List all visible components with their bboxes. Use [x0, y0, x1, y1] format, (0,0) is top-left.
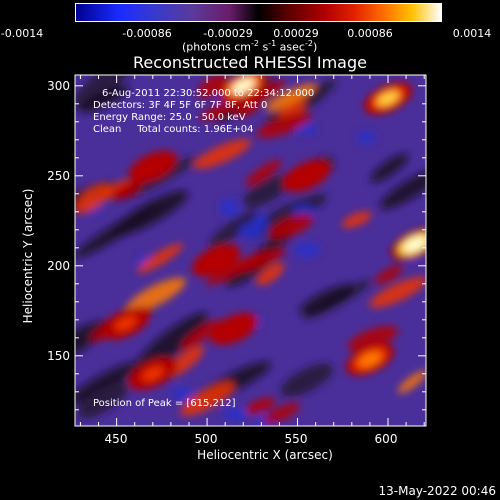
chart-title: Reconstructed RHESSI Image: [133, 53, 367, 72]
dark-streak: [370, 153, 409, 183]
colorbar-tick-5: 0.00086: [347, 27, 393, 40]
bright-source: [114, 316, 137, 331]
blue-dip: [238, 222, 264, 239]
blue-dip: [294, 242, 320, 258]
dark-streak: [132, 312, 208, 376]
bright-source: [295, 168, 318, 184]
emission-filament: [197, 75, 227, 99]
bright-source: [223, 321, 246, 337]
emission-filament: [374, 265, 403, 284]
dark-streak: [299, 284, 354, 315]
blue-dip: [223, 407, 249, 422]
dark-streak: [243, 174, 291, 208]
plot-frame: [74, 74, 427, 427]
emission-filament: [193, 139, 251, 169]
emission-filament: [256, 112, 312, 139]
bright-source: [205, 253, 228, 268]
y-tick-250: 250: [47, 169, 70, 183]
emission-filament: [180, 319, 221, 350]
clean-text: Clean Total counts: 1.96E+04: [93, 124, 254, 135]
emission-filament: [268, 213, 314, 239]
dark-streak: [75, 320, 110, 361]
emission-filament: [234, 248, 286, 273]
y-tick-200: 200: [47, 259, 70, 273]
bright-source: [141, 159, 164, 175]
dark-streak: [208, 210, 258, 248]
bright-source: [141, 366, 164, 382]
x-tick-550: 550: [284, 432, 308, 446]
colorbar-unit: (photons cm-2 s-1 asec-2): [182, 39, 318, 54]
blue-dip: [171, 387, 193, 401]
emission-filament: [278, 100, 307, 120]
x-tick-600: 600: [374, 432, 398, 446]
emission-filament: [256, 262, 285, 286]
emission-filament: [111, 181, 143, 200]
dark-streak: [75, 362, 138, 405]
emission-filament: [180, 381, 235, 416]
bright-source: [404, 236, 426, 252]
dark-streak: [78, 85, 130, 113]
bright-source: [232, 78, 255, 94]
emission-filament: [245, 397, 276, 415]
dark-streak: [112, 190, 189, 236]
bright-source: [359, 352, 381, 367]
peak-position-text: Position of Peak = [615,212]: [93, 398, 236, 409]
y-tick-150: 150: [47, 349, 70, 363]
emission-filament: [245, 159, 282, 187]
x-tick-450: 450: [104, 432, 128, 446]
x-axis-label: Heliocentric X (arcsec): [197, 448, 333, 462]
dark-streak: [280, 363, 333, 397]
dark-streak: [379, 169, 426, 209]
emission-filament: [75, 183, 112, 214]
y-tick-300: 300: [47, 79, 70, 93]
emission-filament: [347, 325, 398, 352]
x-tick-500: 500: [194, 432, 218, 446]
footer-timestamp: 13-May-2022 00:46: [378, 484, 496, 498]
colorbar-tick-4: 0.00029: [273, 27, 319, 40]
y-axis-label: Heliocentric Y (arcsec): [21, 188, 35, 324]
blue-dip: [219, 198, 240, 217]
bright-source: [377, 91, 399, 106]
dark-streak: [77, 381, 129, 419]
colorbar-tick-3: -0.00029: [203, 27, 253, 40]
colorbar: [75, 3, 442, 22]
detectors-text: Detectors: 3F 4F 5F 6F 7F 8F, Att 0: [93, 100, 268, 111]
emission-filament: [341, 211, 372, 228]
colorbar-tick-6: 0.0014: [452, 27, 492, 40]
emission-filament: [125, 277, 186, 314]
blue-dip: [357, 130, 376, 145]
emission-filament: [265, 83, 317, 111]
colorbar-tick-1: -0.0014: [0, 27, 44, 40]
dark-streak: [75, 75, 135, 108]
emission-filament: [263, 402, 300, 425]
emission-filament: [397, 370, 426, 394]
time-range-text: 6-Aug-2011 22:30:52.000 to 22:34:12.000: [102, 88, 315, 99]
emission-filament: [234, 98, 261, 118]
emission-filament: [369, 276, 426, 308]
energy-range-text: Energy Range: 25.0 - 50.0 keV: [93, 112, 246, 123]
colorbar-tick-2: -0.00086: [122, 27, 172, 40]
emission-filament: [137, 243, 183, 274]
